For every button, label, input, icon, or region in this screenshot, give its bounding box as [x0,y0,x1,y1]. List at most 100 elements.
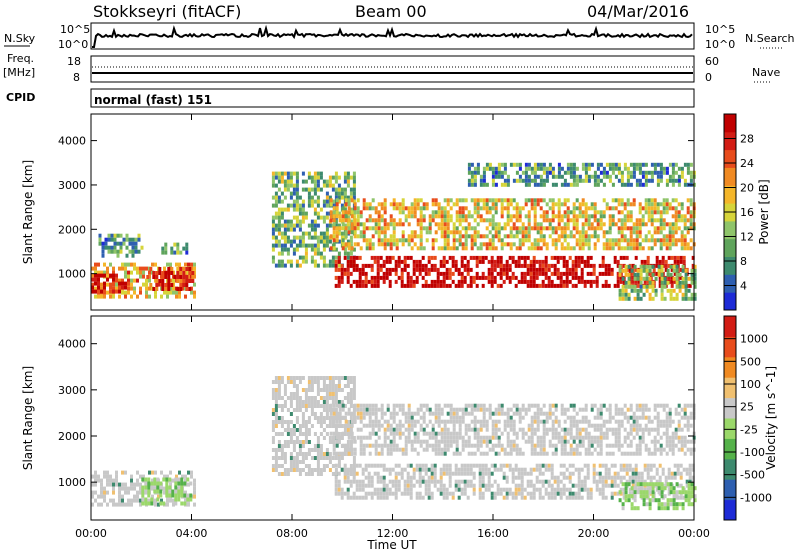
echo-cell [307,448,311,452]
echo-cell [325,243,329,248]
echo-cell [626,170,630,175]
echo-cell [545,427,549,432]
echo-cell [515,214,519,219]
echo-cell [442,255,446,260]
echo-cell [521,242,525,247]
echo-cell [316,235,320,240]
echo-cell [476,202,480,207]
echo-cell [500,214,504,219]
echo-cell [283,207,287,212]
echo-cell [557,435,561,440]
echo-cell [539,419,543,424]
echo-cell [430,263,434,268]
echo-cell [488,242,492,247]
echo-cell [344,443,348,448]
echo-cell [668,230,672,235]
echo-cell [338,407,342,412]
echo-cell [638,242,642,247]
echo-cell [575,451,579,456]
echo-cell [316,460,320,464]
echo-cell [494,407,498,412]
echo-cell [604,283,608,288]
echo-cell [295,456,299,460]
echo-cell [343,428,347,432]
echo-cell [578,431,582,436]
echo-cell [499,467,503,472]
echo-cell [280,207,284,212]
echo-cell [160,486,163,491]
echo-cell [484,467,488,472]
echo-cell [653,242,657,247]
echo-cell [295,207,299,212]
echo-cell [149,283,153,287]
echo-cell [467,226,471,231]
echo-cell [607,271,611,276]
echo-cell [653,451,657,456]
echo-cell [655,263,659,268]
echo-cell [659,230,663,235]
echo-cell [547,283,551,288]
echo-cell [124,486,127,491]
echo-cell [340,467,344,472]
echo-cell [672,264,676,269]
echo-cell [346,183,350,188]
echo-cell [379,491,383,496]
echo-cell [353,415,357,420]
echo-cell [280,247,284,252]
echo-cell [335,198,339,203]
echo-cell [368,202,372,207]
echo-cell [295,396,299,400]
echo-cell [605,451,609,456]
echo-cell [491,226,495,231]
echo-cell [176,250,180,255]
echo-cell [470,162,474,167]
echo-cell [274,416,278,420]
echo-cell [659,451,663,456]
echo-cell [452,427,456,432]
echo-cell [608,166,612,171]
echo-cell [274,263,278,268]
echo-cell [680,206,684,211]
echo-cell [614,419,618,424]
echo-cell [386,403,390,408]
echo-cell [544,463,548,468]
echo-cell [572,174,576,179]
echo-cell [572,419,576,424]
echo-cell [523,279,527,284]
echo-cell [107,249,111,254]
echo-cell [180,501,184,506]
echo-cell [512,234,516,239]
echo-cell [515,435,519,440]
echo-cell [514,475,518,480]
echo-cell [388,283,392,288]
echo-cell [419,427,423,432]
echo-cell [530,443,534,448]
echo-cell [681,292,685,297]
echo-cell [675,264,679,269]
echo-cell [292,464,296,468]
echo-cell [601,263,605,268]
echo-cell [94,294,97,299]
echo-cell [683,214,687,219]
echo-cell [614,238,618,243]
echo-cell [410,214,414,219]
echo-cell [415,463,419,468]
echo-cell [344,210,348,215]
echo-cell [530,202,534,207]
echo-cell [328,384,332,388]
echo-cell [172,478,175,483]
echo-cell [689,411,693,416]
echo-cell [452,242,456,247]
echo-cell [655,271,659,276]
echo-cell [569,210,573,215]
echo-cell [334,456,338,460]
echo-cell [440,435,444,440]
echo-cell [463,467,467,472]
echo-cell [693,296,697,301]
echo-cell [394,491,398,496]
echo-cell [452,407,456,412]
echo-cell [283,247,287,252]
echo-cell [587,238,591,243]
echo-cell [335,411,339,416]
echo-cell [350,431,354,436]
